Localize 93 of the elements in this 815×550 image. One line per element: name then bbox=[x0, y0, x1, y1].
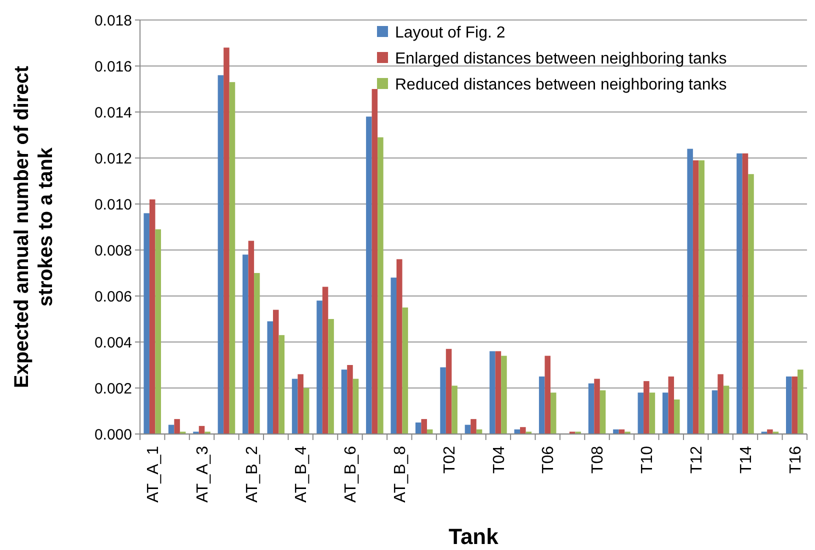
bar bbox=[254, 273, 260, 434]
bar bbox=[347, 365, 353, 434]
bar bbox=[490, 351, 496, 434]
x-tick-label: AT_A_3 bbox=[194, 446, 212, 503]
bar bbox=[588, 383, 594, 434]
y-tick-label: 0.006 bbox=[94, 288, 132, 306]
y-tick-label: 0.016 bbox=[94, 58, 132, 76]
x-tick-label: T14 bbox=[738, 446, 755, 474]
bar bbox=[594, 378, 600, 434]
x-tick-label: T04 bbox=[490, 446, 508, 474]
bar bbox=[224, 48, 230, 434]
bar bbox=[600, 390, 606, 434]
bar bbox=[322, 286, 328, 434]
bar bbox=[440, 367, 446, 434]
x-tick-label: AT_B_8 bbox=[392, 446, 409, 503]
legend-label: Reduced distances between neighboring tanks bbox=[395, 76, 727, 94]
bar bbox=[242, 254, 248, 434]
bar bbox=[341, 370, 348, 434]
bar bbox=[316, 300, 322, 434]
y-tick-label: 0.008 bbox=[94, 242, 132, 260]
bar bbox=[767, 429, 773, 434]
bar bbox=[538, 376, 545, 434]
bar bbox=[149, 199, 156, 434]
y-tick-label: 0.018 bbox=[94, 12, 132, 30]
x-tick-label: T16 bbox=[787, 446, 804, 474]
bar bbox=[748, 174, 754, 434]
bar bbox=[328, 319, 334, 434]
bar bbox=[378, 137, 384, 434]
bar bbox=[352, 378, 359, 434]
x-axis-title: Tank bbox=[448, 524, 500, 549]
bar bbox=[303, 388, 310, 434]
bar bbox=[613, 429, 619, 434]
bar bbox=[798, 370, 804, 434]
bar bbox=[372, 89, 378, 434]
bar bbox=[668, 376, 674, 434]
y-tick-label: 0.012 bbox=[94, 150, 132, 168]
bar bbox=[470, 419, 476, 434]
bar bbox=[544, 356, 550, 434]
bar bbox=[520, 427, 526, 434]
bar bbox=[298, 374, 304, 434]
bar bbox=[144, 213, 150, 434]
x-tick-label: T02 bbox=[441, 446, 458, 474]
bar bbox=[692, 160, 699, 434]
bar bbox=[402, 308, 408, 434]
bar bbox=[674, 400, 680, 434]
bar bbox=[155, 229, 161, 434]
bar bbox=[687, 148, 693, 434]
bar bbox=[396, 259, 402, 434]
y-tick-label: 0.004 bbox=[94, 334, 132, 352]
bar bbox=[792, 376, 798, 434]
bar bbox=[174, 419, 180, 434]
bar bbox=[390, 278, 397, 434]
bar bbox=[218, 75, 224, 434]
y-tick-label: 0.014 bbox=[94, 104, 132, 122]
bar bbox=[495, 351, 502, 434]
bar bbox=[550, 392, 556, 434]
bar bbox=[736, 153, 742, 434]
bar bbox=[723, 386, 730, 434]
bar bbox=[366, 116, 372, 434]
bar bbox=[292, 378, 298, 434]
bar bbox=[649, 392, 656, 434]
bar bbox=[662, 392, 668, 434]
bar bbox=[638, 392, 644, 434]
bar bbox=[786, 376, 792, 434]
bar bbox=[718, 374, 724, 434]
x-tick-label: AT_B_4 bbox=[293, 446, 310, 503]
bar bbox=[501, 356, 507, 434]
y-tick-label: 0.002 bbox=[94, 380, 132, 398]
x-tick-label: T08 bbox=[590, 446, 607, 474]
bar bbox=[421, 419, 427, 434]
x-tick-label: AT_B_6 bbox=[342, 446, 360, 503]
bar bbox=[229, 82, 236, 434]
legend-label: Enlarged distances between neighboring tanks bbox=[395, 50, 727, 68]
bar bbox=[278, 335, 285, 434]
bar bbox=[272, 310, 279, 434]
bar bbox=[742, 153, 748, 434]
y-tick-label: 0.010 bbox=[94, 196, 132, 214]
legend-label: Layout of Fig. 2 bbox=[395, 24, 506, 42]
x-tick-label: AT_B_2 bbox=[244, 446, 261, 503]
y-axis-title: Expected annual number of direct strokes to a tank bbox=[11, 66, 57, 388]
bar bbox=[446, 348, 452, 434]
y-tick-label: 0.000 bbox=[94, 426, 132, 444]
x-tick-label: T10 bbox=[639, 446, 656, 474]
bar bbox=[415, 422, 422, 434]
bar bbox=[267, 321, 273, 434]
x-tick-label: T06 bbox=[540, 446, 558, 474]
bar bbox=[712, 390, 718, 434]
x-tick-label: T12 bbox=[688, 446, 706, 474]
bar bbox=[248, 240, 254, 434]
bar bbox=[452, 386, 458, 434]
bar bbox=[698, 160, 704, 434]
bar bbox=[644, 381, 650, 434]
x-tick-label: AT_A_1 bbox=[144, 446, 162, 503]
